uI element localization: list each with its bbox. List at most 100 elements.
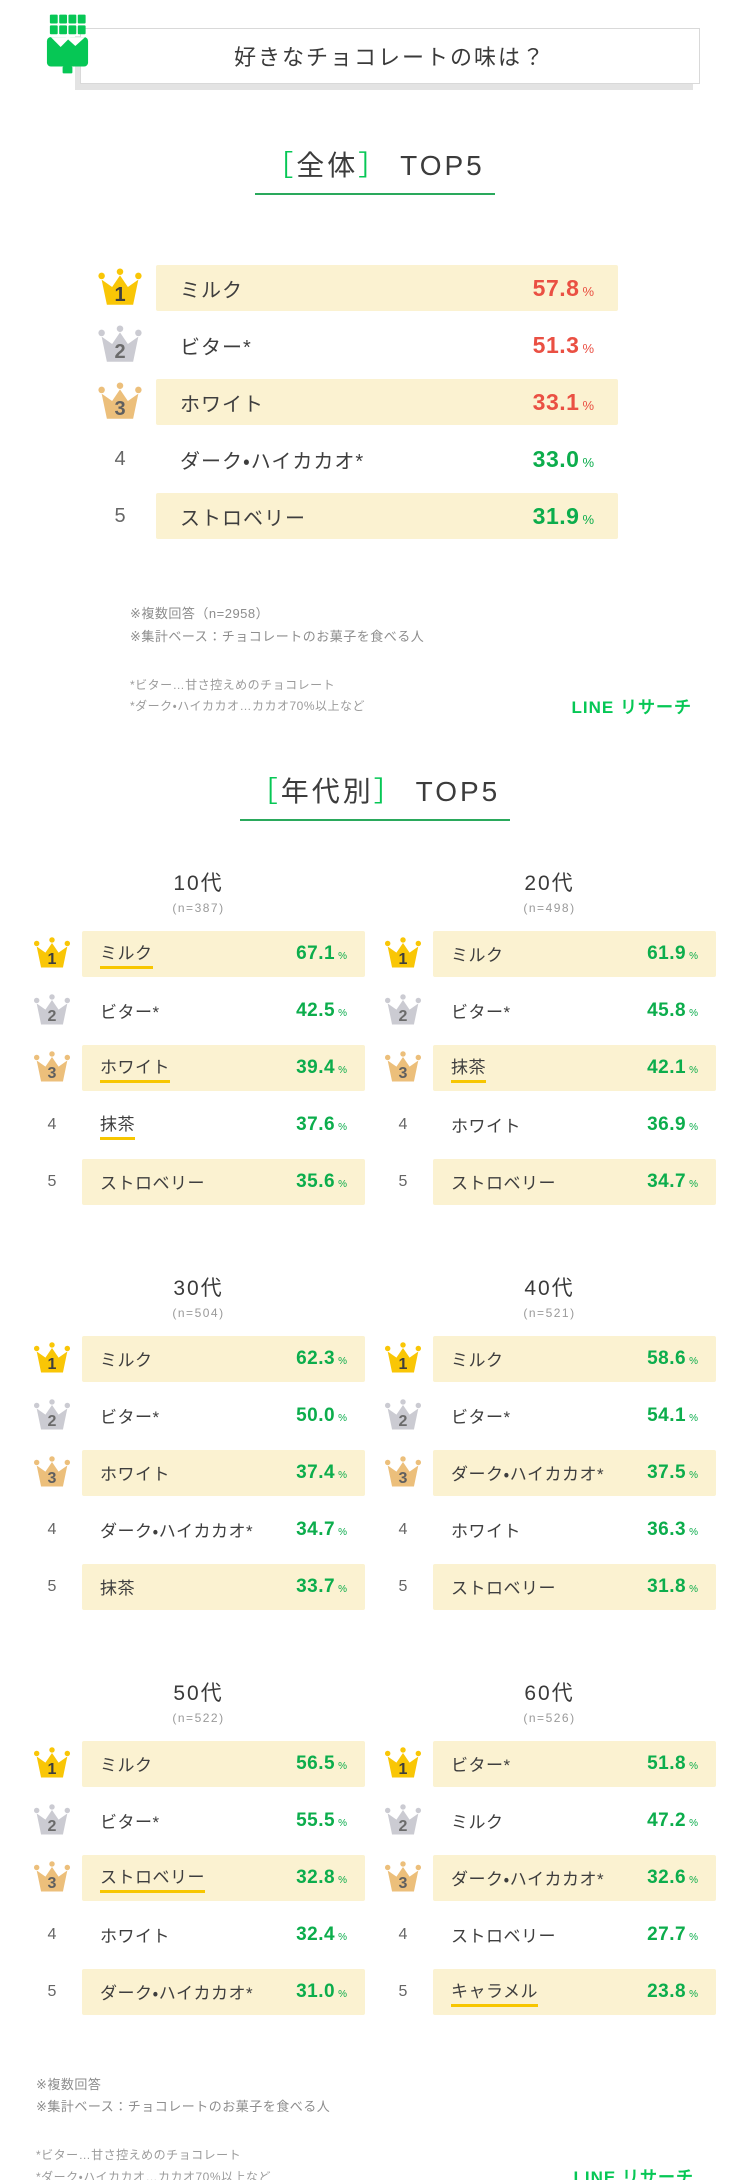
percent-unit: % [338,1064,347,1076]
percent-value: 23.8 [647,1980,687,2002]
ranking-row: 2 ビター* 55.5% [32,1798,365,1844]
rank-crown: 1 [383,1746,423,1781]
age-group-section: 10代 (n=387) 1 ミルク 67.1% 2 [32,867,365,1216]
bracket-close: ］ [358,150,390,181]
percent: 55.5% [296,1810,347,1832]
crown-icon [384,1399,422,1430]
percent-unit: % [582,283,594,299]
age-group-section: 30代 (n=504) 1 ミルク 62.3% 2 [32,1272,365,1621]
rank-number: 1 [398,951,408,969]
note-base: ※集計ベース：チョコレートのお菓子を食べる人 [130,628,425,644]
ranking-row: 1 ミルク 62.3% [32,1335,365,1382]
flavor-label: キャラメル [451,1977,538,2007]
flavor-label: ダーク・ハイカカオ* [180,450,365,473]
flavor-label: ホワイト [100,1927,170,1947]
ranking-row: 2 ビター* 42.5% [32,988,365,1034]
row-band: ストロベリー 27.7% [433,1912,716,1958]
ranking-row: 4 抹茶 37.6% [32,1102,365,1148]
percent: 37.4% [296,1462,347,1484]
overall-footnotes: *ビター…甘さ控えめのチョコレート *ダーク・ハイカカオ…カカオ70%以上など [130,675,365,718]
rank-number: 1 [398,1761,408,1779]
rank-number: 3 [47,1875,57,1893]
ranking-row: 5 キャラメル 23.8% [383,1968,716,2015]
rank-number: 5 [114,504,126,527]
rank-crown: 2 [32,993,72,1028]
rank-number: 1 [114,284,126,307]
flavor-label: ミルク [451,1351,504,1371]
percent-value: 32.6 [647,1866,687,1888]
rank-crown: 5 [383,1164,423,1199]
age-group-title: 20代 [524,871,575,895]
percent-value: 45.8 [647,999,687,1021]
age-group-sample-size: (n=522) [172,1710,225,1725]
flavor-label: ダーク・ハイカカオ* [100,1984,254,2004]
crown-icon [384,1747,422,1778]
percent-unit: % [582,511,594,527]
row-band: ホワイト 37.4% [82,1449,365,1496]
rank-number: 5 [47,1577,57,1595]
byage-footnote-row: *ビター…甘さ控えめのチョコレート *ダーク・ハイカカオ…カカオ70%以上など … [36,2145,694,2180]
crown-icon [33,1342,71,1373]
percent-unit: % [582,340,594,356]
flavor-label: ビター* [180,336,252,359]
rank-crown: 1 [32,1341,72,1376]
flavor-label: ダーク・ハイカカオ* [100,1522,254,1542]
percent-value: 55.5 [296,1809,336,1831]
flavor-label: ホワイト [451,1117,521,1137]
percent-unit: % [689,1412,698,1424]
row-band: キャラメル 23.8% [433,1968,716,2015]
row-band: ビター* 54.1% [433,1393,716,1439]
rank-crown: 5 [383,1974,423,2009]
percent-unit: % [338,1760,347,1772]
rank-number: 5 [47,1172,57,1190]
percent: 37.6% [296,1114,347,1136]
percent-value: 62.3 [296,1347,336,1369]
age-group-section: 20代 (n=498) 1 ミルク 61.9% 2 [383,867,716,1216]
crown-icon [98,382,142,419]
crown-icon [384,937,422,968]
rank-crown: 1 [383,936,423,971]
crown-icon [33,1399,71,1430]
percent: 57.8% [533,275,594,302]
rank-number: 1 [47,1356,57,1374]
percent: 42.5% [296,1000,347,1022]
percent-unit: % [689,1931,698,1943]
flavor-label: 抹茶 [451,1053,486,1083]
ranking-row: 2 ビター* 50.0% [32,1393,365,1439]
ranking-row: 1 ミルク 58.6% [383,1335,716,1382]
rank-number: 4 [114,447,126,470]
age-group-sample-size: (n=498) [523,900,576,915]
rank-number: 2 [114,341,126,364]
page-title: 好きなチョコレートの味は？ [233,45,546,70]
percent: 56.5% [296,1753,347,1775]
row-band: 抹茶 33.7% [82,1563,365,1610]
ranking-row: 4 ストロベリー 27.7% [383,1912,716,1958]
rank-crown: 4 [383,1917,423,1952]
percent-unit: % [338,1121,347,1133]
percent-unit: % [689,1007,698,1019]
flavor-label: ビター* [100,1813,160,1833]
percent-unit: % [689,1760,698,1772]
percent: 36.3% [647,1519,698,1541]
byage-heading-wrap: ［年代別］ TOP5 [0,770,750,821]
percent: 51.3% [533,332,594,359]
rank-number: 2 [47,1008,57,1026]
rank-crown: 3 [383,1860,423,1895]
percent: 23.8% [647,1981,698,2003]
age-group-title: 60代 [524,1681,575,1705]
row-band: ダーク・ハイカカオ* 37.5% [433,1449,716,1496]
flavor-label: 抹茶 [100,1579,135,1599]
flavor-label: ダーク・ハイカカオ* [451,1870,605,1890]
percent: 37.5% [647,1462,698,1484]
rank-crown: 5 [32,1164,72,1199]
footnote-bitter: *ビター…甘さ控えめのチョコレート [36,2148,242,2163]
rank-number: 2 [47,1413,57,1431]
age-group-ranking: 1 ミルク 67.1% 2 ビター* 42.5% [32,930,365,1205]
row-band: 抹茶 37.6% [82,1102,365,1148]
row-band: ダーク・ハイカカオ* 31.0% [82,1968,365,2015]
flavor-label: ストロベリー [451,1174,556,1194]
row-band: ビター* 51.8% [433,1740,716,1787]
percent-unit: % [689,1121,698,1133]
rank-crown: 3 [32,1050,72,1085]
ranking-row: 1 ミルク 57.8% [96,265,618,311]
